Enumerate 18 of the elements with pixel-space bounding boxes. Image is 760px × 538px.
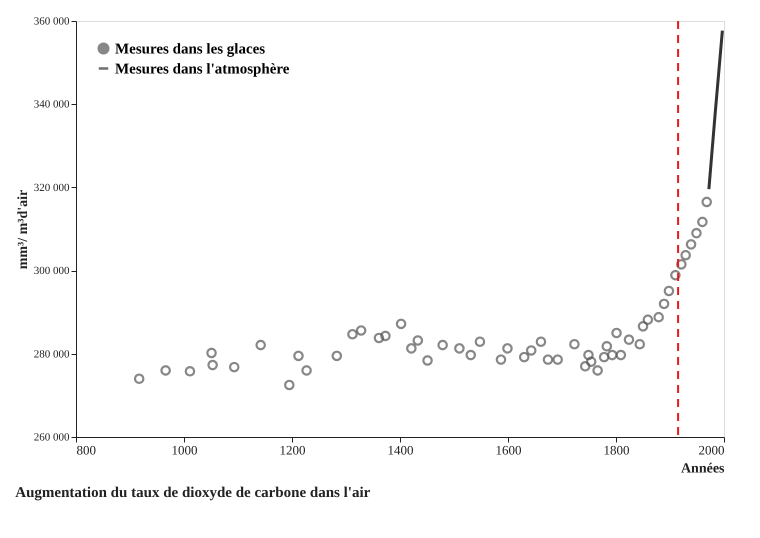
x-tick-label: 800 [76, 442, 96, 458]
legend-label: Mesures dans l'atmosphère [115, 62, 290, 78]
y-tick-label: 320 000 [34, 182, 70, 194]
x-tick-label: 1800 [604, 442, 630, 458]
text: Augmentation du taux de dioxyde de carbone dans l'air [15, 485, 371, 501]
x-tick-label: 1600 [496, 442, 522, 458]
y-tick-label: 300 000 [34, 265, 70, 278]
y-axis-title: mm³/ m³d'air [16, 190, 31, 270]
x-tick-label: 2000 [698, 442, 724, 458]
y-tick-label: 360 000 [34, 16, 70, 28]
y-tick-label: 340 000 [34, 98, 70, 111]
y-tick-label: 260 000 [34, 432, 70, 444]
y-tick-label: 280 000 [34, 348, 70, 360]
x-tick-label: 1400 [388, 442, 414, 458]
x-tick-label: 1200 [280, 442, 306, 458]
x-axis-title: Années [680, 462, 726, 476]
legend-label: Mesures dans les glaces [115, 42, 266, 58]
x-tick-label: 1000 [172, 442, 198, 458]
